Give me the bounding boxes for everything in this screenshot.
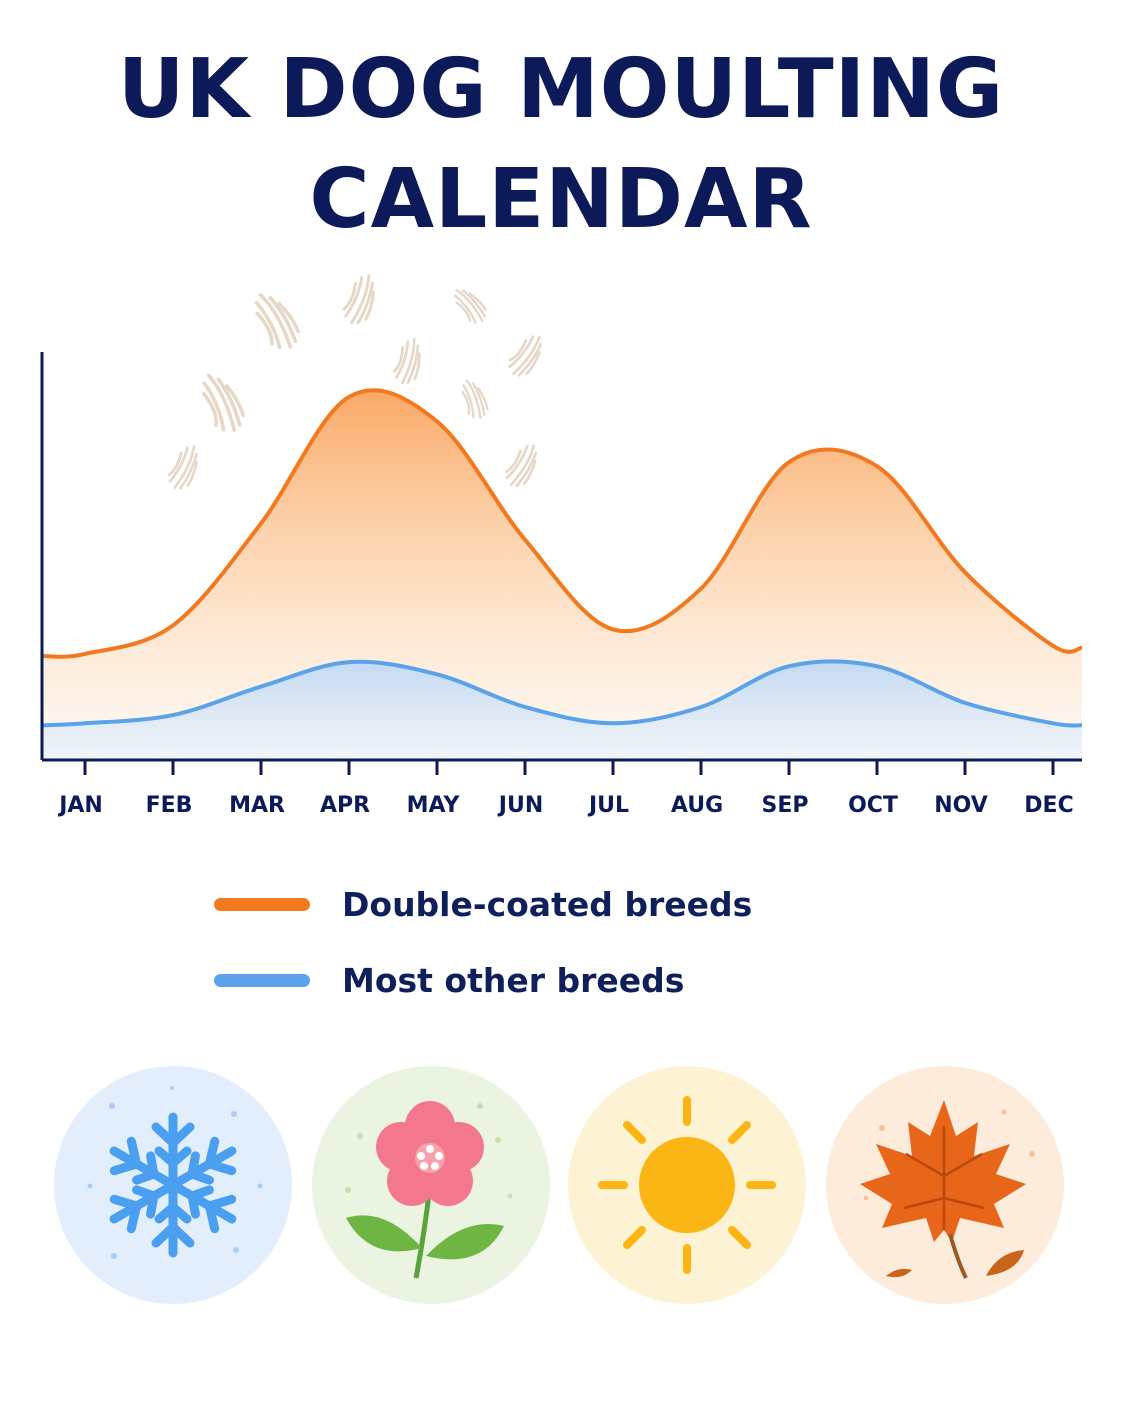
x-ticks xyxy=(83,760,1055,775)
fur-tuft-icon xyxy=(254,293,300,350)
season-summer xyxy=(568,1066,806,1304)
x-tick-label-nov: NOV xyxy=(934,793,988,818)
fur-tuft-icon xyxy=(167,445,199,490)
x-tick-label-jan: JAN xyxy=(57,793,103,818)
maple-leaf-icon xyxy=(860,1100,1035,1279)
season-spring xyxy=(312,1066,550,1304)
page-title-line-2: CALENDAR xyxy=(309,152,813,247)
x-tick-label-feb: FEB xyxy=(146,793,193,818)
season-winter xyxy=(54,1066,292,1304)
snowflake-icon xyxy=(87,1086,263,1259)
other-breeds-line xyxy=(41,659,1083,728)
fur-tuft-icon xyxy=(504,444,538,488)
x-tick-label-jun: JUN xyxy=(497,793,543,818)
fur-tufts xyxy=(167,274,543,490)
fur-tuft-icon xyxy=(342,274,376,325)
double-coated-line xyxy=(41,388,1083,659)
flower-icon xyxy=(345,1101,513,1279)
sun-icon xyxy=(598,1096,776,1274)
x-tick-label-sep: SEP xyxy=(762,793,809,818)
legend-swatch-blue xyxy=(214,973,310,987)
x-tick-label-may: MAY xyxy=(407,793,461,818)
legend-label: Most other breeds xyxy=(342,960,685,1000)
fur-tuft-icon xyxy=(202,373,245,432)
season-autumn xyxy=(826,1066,1064,1304)
legend-item-other-breeds: Most other breeds xyxy=(214,960,914,1000)
legend-item-double-coated: Double-coated breeds xyxy=(214,884,914,924)
other-breeds-area xyxy=(42,661,1082,760)
x-tick-label-aug: AUG xyxy=(671,793,723,818)
x-tick-label-jul: JUL xyxy=(587,793,629,818)
x-tick-label-oct: OCT xyxy=(848,793,898,818)
x-tick-labels: JAN FEB MAR APR MAY JUN JUL AUG SEP OCT NOV DEC xyxy=(57,793,1074,818)
fur-tuft-icon xyxy=(392,338,421,385)
fur-tuft-icon xyxy=(508,335,543,377)
legend-swatch-orange xyxy=(214,897,310,911)
x-tick-label-apr: APR xyxy=(320,793,370,818)
page-title-line-1: UK DOG MOULTING xyxy=(117,42,1005,137)
fur-tuft-icon xyxy=(453,288,487,324)
fur-tuft-icon xyxy=(461,379,489,420)
legend-label: Double-coated breeds xyxy=(342,884,753,924)
moulting-chart: JAN FEB MAR APR MAY JUN JUL AUG SEP OCT NOV DEC xyxy=(40,274,1083,818)
x-tick-label-dec: DEC xyxy=(1024,793,1073,818)
x-tick-label-mar: MAR xyxy=(229,793,285,818)
